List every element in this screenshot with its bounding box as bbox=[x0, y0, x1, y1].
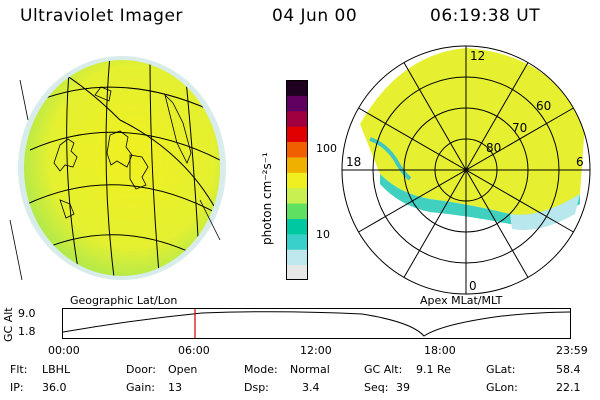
longitude-line bbox=[149, 60, 161, 276]
mlt-label-0: 0 bbox=[469, 279, 477, 293]
observation-time: 06:19:38 UT bbox=[430, 6, 541, 26]
mlt-label-18: 18 bbox=[346, 155, 361, 169]
time-tick: 23:59 bbox=[556, 344, 588, 357]
glat-value: 58.4 bbox=[556, 363, 581, 376]
geographic-image bbox=[9, 56, 226, 281]
altitude-curve bbox=[62, 311, 571, 337]
observation-date: 04 Jun 00 bbox=[272, 6, 358, 26]
colorbar-segment bbox=[286, 110, 308, 127]
time-tick: 06:00 bbox=[178, 344, 210, 357]
altitude-y-min: 1.8 bbox=[18, 325, 36, 338]
mode-value: Normal bbox=[290, 363, 330, 376]
colorbar-segment bbox=[286, 187, 308, 204]
colorbar-segment bbox=[286, 172, 308, 189]
colorbar-unit-label: photon cm⁻²s⁻¹ bbox=[260, 152, 274, 245]
gc-alt-value: 9.1 Re bbox=[416, 363, 451, 376]
auroral-arc bbox=[369, 137, 412, 181]
instrument-title: Ultraviolet Imager bbox=[20, 6, 183, 26]
left-panel-caption: Geographic Lat/Lon bbox=[70, 294, 178, 307]
colorbar-segment bbox=[286, 126, 308, 143]
gc-alt-label: GC Alt: bbox=[364, 363, 403, 376]
colorbar-segment bbox=[286, 249, 308, 266]
colorbar-segment bbox=[286, 141, 308, 158]
longitude-line bbox=[66, 60, 81, 276]
mlat-label-70: 70 bbox=[512, 121, 527, 135]
altitude-y-max: 9.0 bbox=[18, 307, 36, 320]
time-tick: 12:00 bbox=[300, 344, 332, 357]
seq-label: Seq: bbox=[364, 381, 389, 394]
seq-value: 39 bbox=[396, 381, 410, 394]
altitude-plot bbox=[62, 308, 571, 339]
colorbar-tick-10: 10 bbox=[316, 228, 330, 241]
colorbar-segment bbox=[286, 203, 308, 219]
ip-value: 36.0 bbox=[42, 381, 67, 394]
colorbar-segment bbox=[286, 218, 308, 235]
altitude-axis-label: GC Alt bbox=[2, 307, 15, 342]
dsp-value: 3.4 bbox=[302, 381, 320, 394]
mode-label: Mode: bbox=[244, 363, 278, 376]
colorbar-segment bbox=[286, 233, 308, 250]
filter-label: Flt: bbox=[10, 363, 28, 376]
glon-label: GLon: bbox=[486, 381, 518, 394]
colorbar-segment bbox=[286, 80, 308, 96]
earth-disk bbox=[24, 60, 220, 276]
time-tick: 18:00 bbox=[424, 344, 456, 357]
altitude-plot-frame bbox=[62, 308, 571, 339]
longitude-line bbox=[119, 119, 220, 241]
time-tick: 00:00 bbox=[48, 344, 80, 357]
dsp-label: Dsp: bbox=[244, 381, 269, 394]
coastlines bbox=[9, 79, 221, 281]
mlt-label-12: 12 bbox=[470, 49, 485, 63]
auroral-fringe bbox=[510, 194, 580, 230]
mlt-label-6: 6 bbox=[576, 155, 584, 169]
right-panel-caption: Apex MLat/MLT bbox=[420, 294, 503, 307]
door-value: Open bbox=[168, 363, 198, 376]
door-label: Door: bbox=[126, 363, 156, 376]
polar-plot: 12 18 6 0 60 70 80 bbox=[341, 45, 591, 295]
glat-label: GLat: bbox=[486, 363, 516, 376]
latitude-line bbox=[39, 86, 211, 111]
colorbar-segment bbox=[286, 156, 308, 173]
gain-value: 13 bbox=[168, 381, 182, 394]
auroral-edge bbox=[380, 174, 580, 225]
ip-label: IP: bbox=[10, 381, 24, 394]
colorbar-tick-100: 100 bbox=[316, 142, 337, 155]
longitude-line bbox=[105, 60, 116, 276]
meridian bbox=[358, 107, 574, 233]
colorbar-segment bbox=[286, 264, 308, 280]
mlat-label-60: 60 bbox=[536, 99, 551, 113]
mlat-label-80: 80 bbox=[486, 141, 501, 155]
auroral-emission bbox=[360, 48, 585, 215]
colorbar-segment bbox=[286, 95, 308, 112]
filter-value: LBHL bbox=[42, 363, 71, 376]
gain-label: Gain: bbox=[126, 381, 155, 394]
colorbar bbox=[286, 80, 308, 280]
glon-value: 22.1 bbox=[556, 381, 581, 394]
